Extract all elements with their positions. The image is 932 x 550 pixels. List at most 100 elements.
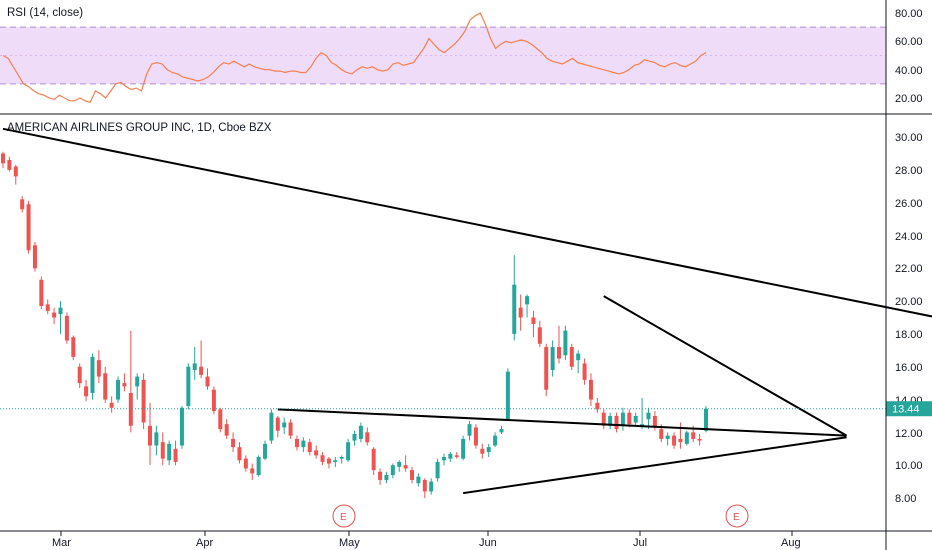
candle: [263, 440, 268, 461]
candle-body: [135, 376, 140, 387]
candle: [218, 407, 223, 433]
candle-body: [697, 438, 702, 441]
candle: [384, 471, 389, 484]
candle: [205, 368, 210, 390]
candle-body: [633, 415, 638, 423]
candle: [576, 350, 581, 374]
last-price-badge: [886, 401, 932, 417]
candle: [154, 425, 159, 456]
time-tick-label: Jun: [479, 537, 497, 549]
candle: [499, 425, 504, 435]
candle-body: [582, 363, 587, 380]
candle: [704, 406, 708, 433]
candle-body: [109, 402, 114, 408]
earnings-marker[interactable]: E: [725, 504, 749, 528]
trendline[interactable]: [463, 436, 847, 495]
time-tick-label: Apr: [196, 537, 213, 549]
price-panel: AMERICAN AIRLINES GROUP INC, 1D, Cboe BZ…: [0, 122, 932, 528]
candle-body: [480, 448, 485, 454]
candle: [320, 452, 325, 466]
candle: [192, 347, 197, 380]
candle-body: [410, 470, 415, 480]
candle-body: [378, 471, 383, 480]
candle: [147, 402, 152, 466]
candle: [45, 299, 50, 315]
candle: [518, 294, 523, 331]
candle-body: [601, 412, 606, 426]
candle-body: [275, 417, 280, 431]
candle: [275, 415, 280, 438]
candle: [167, 440, 172, 466]
candle-body: [90, 356, 95, 393]
candle: [122, 373, 127, 392]
candle: [294, 435, 299, 451]
candle-body: [269, 412, 274, 441]
candle: [282, 417, 287, 435]
candle-body: [154, 432, 159, 446]
candle: [493, 432, 498, 448]
trendline[interactable]: [2, 127, 932, 323]
candle-body: [620, 412, 625, 426]
candle-body: [429, 481, 434, 492]
candle: [90, 353, 95, 400]
candle-body: [448, 453, 453, 459]
candle: [550, 340, 555, 377]
candle: [77, 363, 82, 389]
candle-body: [205, 376, 210, 387]
price-tick-label: 26.00: [895, 198, 923, 210]
candle-body: [614, 415, 619, 430]
candle-body: [282, 422, 287, 428]
candle-body: [173, 448, 178, 462]
candle-body: [486, 447, 491, 453]
time-tick: Jun: [479, 531, 497, 549]
trendline[interactable]: [277, 408, 847, 437]
price-axis: 30.00 28.00 26.00 24.00 22.00 20.00 18.0…: [895, 132, 923, 505]
candle-body: [531, 317, 536, 325]
candle: [390, 463, 395, 479]
candle: [186, 363, 191, 410]
time-tick-label: Aug: [781, 537, 801, 549]
candle-body: [390, 465, 395, 476]
candle: [314, 445, 319, 459]
candle-body: [505, 371, 510, 420]
candle-body: [493, 435, 498, 446]
candle: [109, 396, 114, 413]
candle: [135, 373, 140, 400]
candle: [52, 307, 57, 325]
candle-body: [52, 312, 57, 318]
candle-body: [77, 366, 82, 384]
time-tick-label: May: [339, 537, 360, 549]
candle: [461, 435, 466, 461]
price-tick-label: 12.00: [895, 428, 923, 440]
candle: [224, 419, 229, 439]
rsi-line: [2, 12, 707, 104]
earnings-marker[interactable]: E: [332, 504, 356, 528]
chart-title: AMERICAN AIRLINES GROUP INC, 1D, Cboe BZ…: [7, 122, 272, 134]
candle: [582, 358, 587, 385]
candle-body: [678, 438, 683, 443]
candle-body: [294, 438, 299, 448]
candle-body: [179, 407, 184, 446]
candle-body: [58, 307, 63, 315]
candle-body: [199, 366, 204, 375]
candle-body: [576, 353, 581, 361]
candle-body: [39, 279, 44, 307]
candle-body: [646, 412, 651, 420]
time-tick: Apr: [196, 531, 213, 549]
candle: [256, 455, 261, 477]
candle-body: [7, 159, 12, 170]
candle: [454, 452, 459, 459]
candle: [179, 406, 184, 449]
time-tick-label: Mar: [52, 537, 71, 549]
candle: [326, 456, 331, 469]
candle-body: [339, 456, 344, 459]
candle-body: [672, 435, 677, 446]
trendlines-group[interactable]: [2, 127, 932, 495]
candle: [7, 156, 12, 172]
candle: [467, 420, 472, 441]
candle: [544, 343, 549, 397]
trendline[interactable]: [603, 295, 848, 437]
candles-group: [1, 151, 708, 498]
time-tick: May: [339, 531, 360, 549]
